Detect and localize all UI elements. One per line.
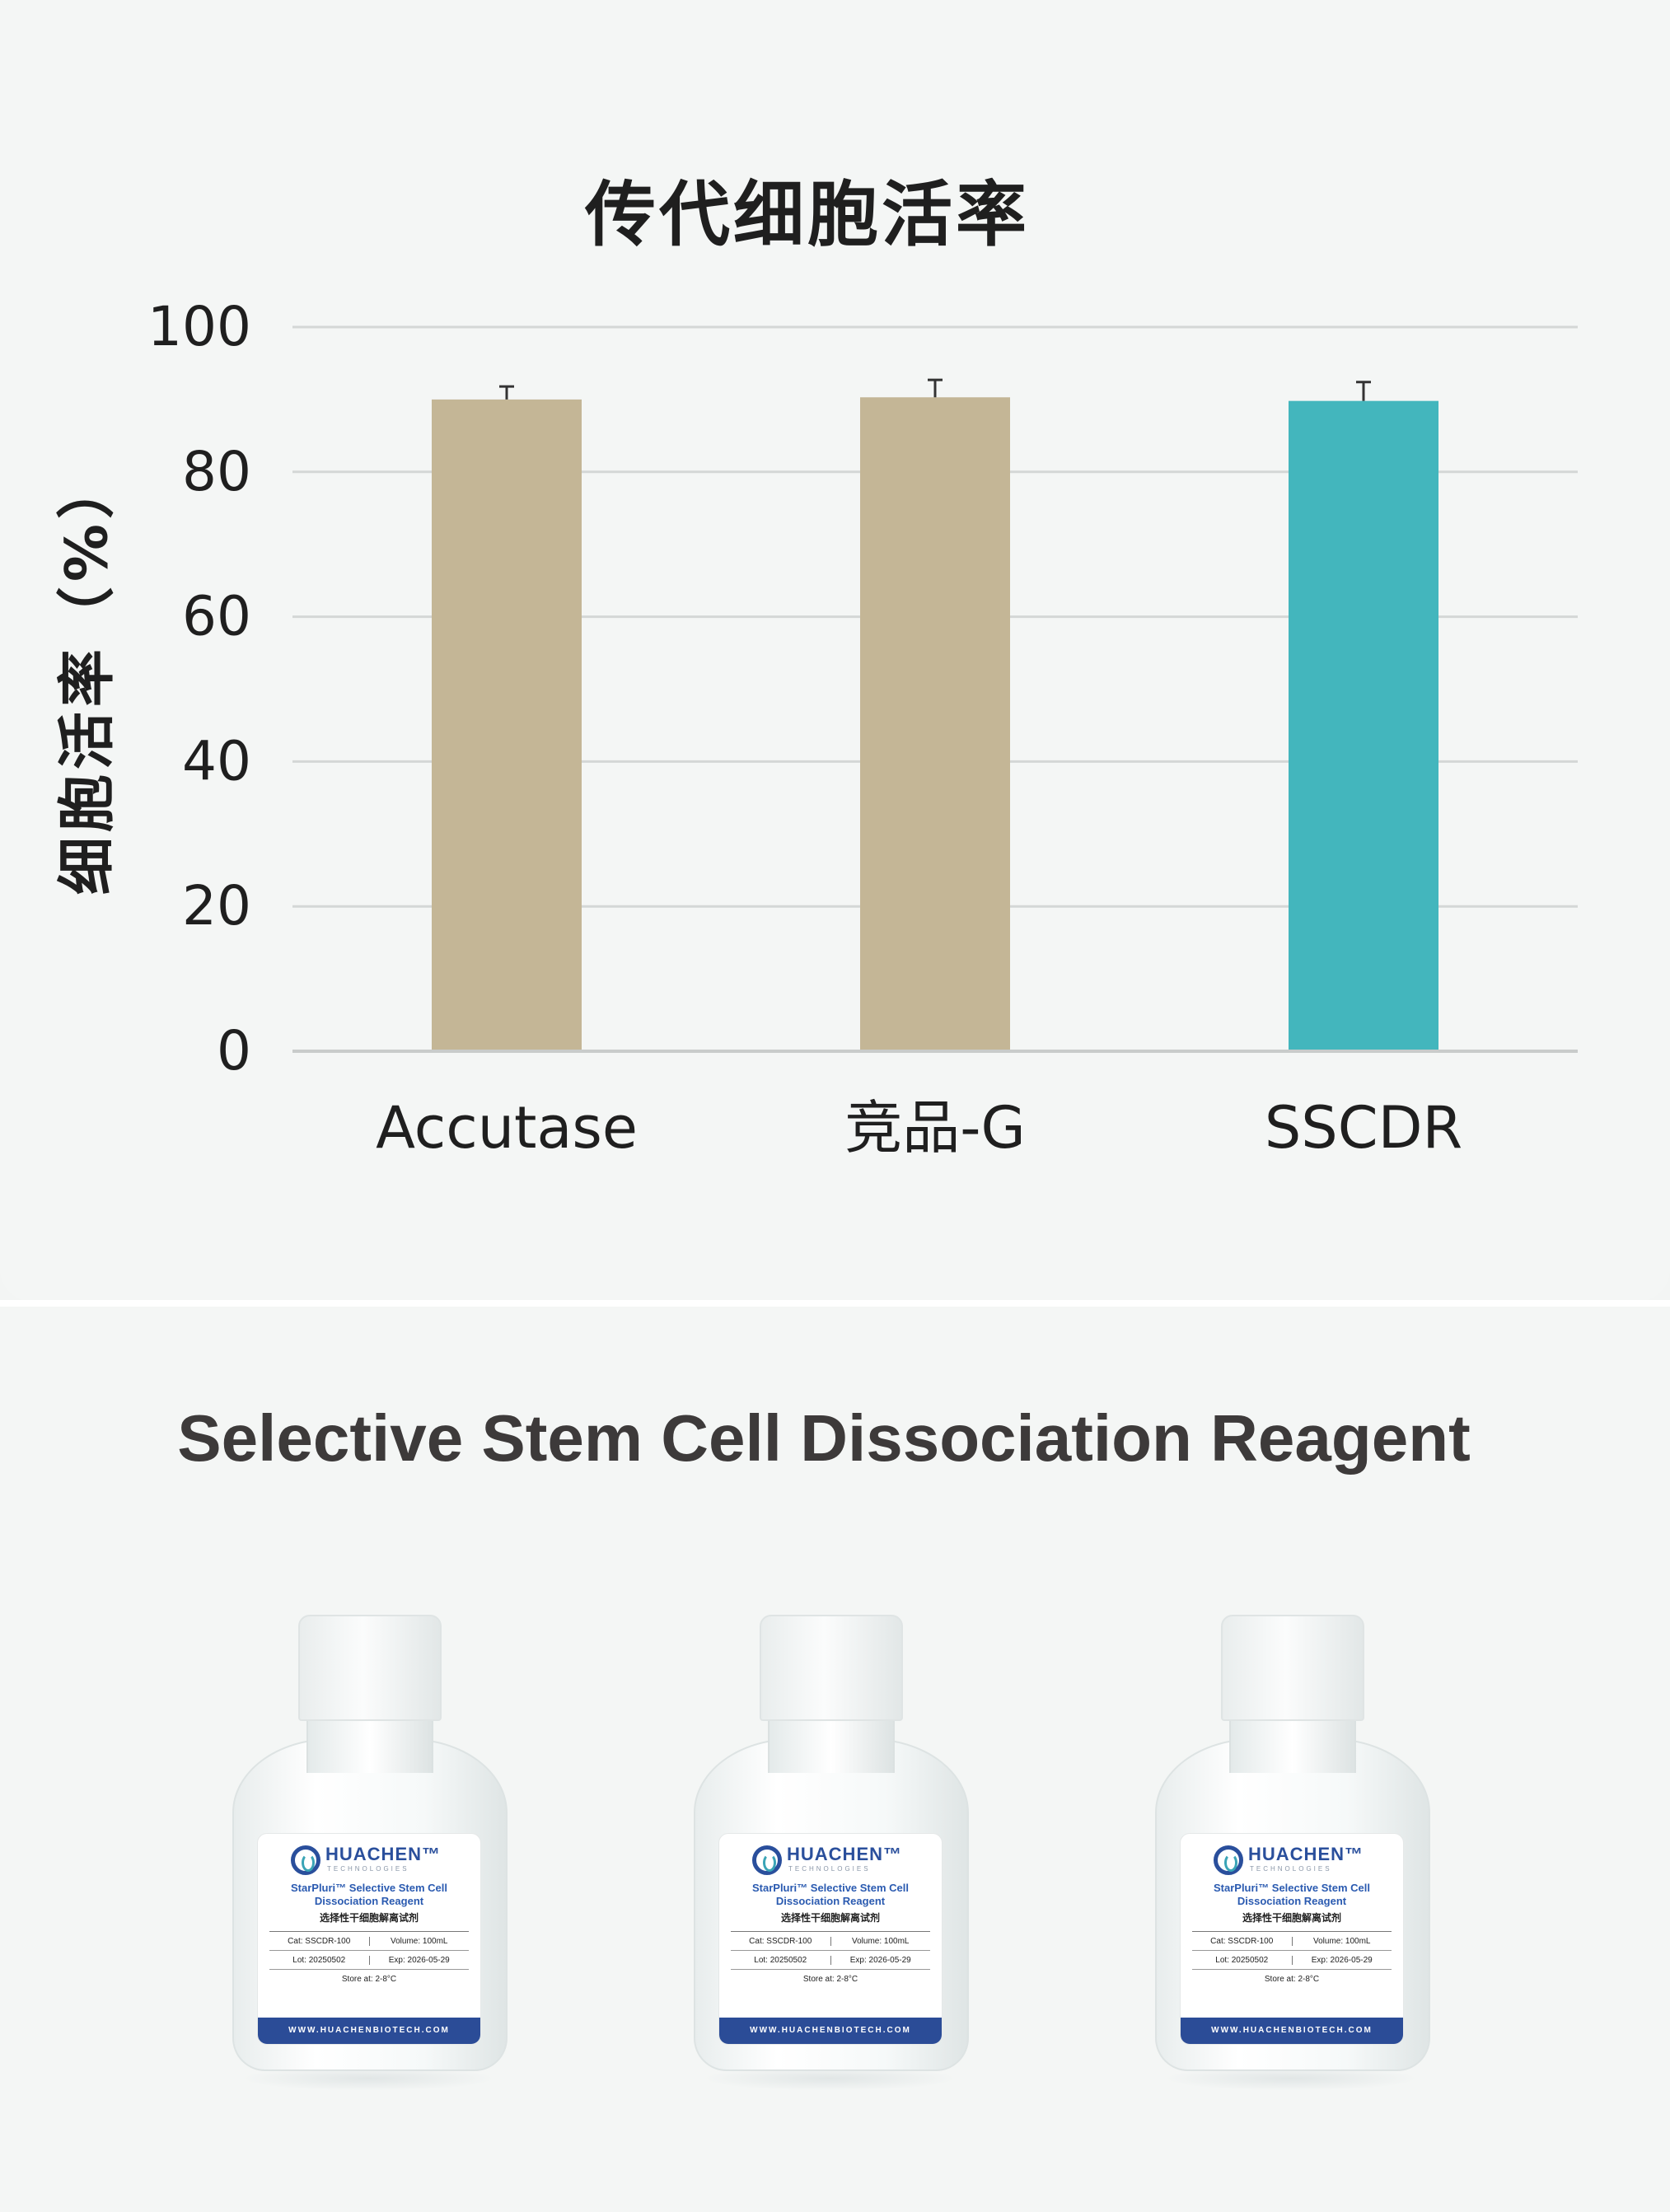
huachen-logo-icon bbox=[291, 1845, 320, 1875]
spec-table: Cat: SSCDR-100 Volume: 100mL Lot: 202505… bbox=[269, 1931, 469, 1970]
product-name-en: StarPluri™ Selective Stem Cell Dissociat… bbox=[290, 1882, 448, 1907]
y-tick-label: 80 bbox=[182, 440, 251, 503]
cat-number: Cat: SSCDR-100 bbox=[1192, 1936, 1293, 1946]
bottle-cap bbox=[760, 1615, 903, 1721]
y-tick-label: 0 bbox=[217, 1019, 251, 1083]
brand-subtitle: TECHNOLOGIES bbox=[327, 1865, 409, 1873]
chart-title: 传代细胞活率 bbox=[585, 174, 1030, 256]
volume: Volume: 100mL bbox=[852, 1936, 910, 1946]
brand-subtitle: TECHNOLOGIES bbox=[788, 1865, 871, 1873]
bottle-label: HUACHEN™ TECHNOLOGIES StarPluri™ Selecti… bbox=[1180, 1833, 1404, 2045]
bottle-neck bbox=[306, 1715, 433, 1773]
bottle-neck bbox=[1229, 1715, 1356, 1773]
product-name-cn: 选择性干细胞解离试剂 bbox=[319, 1912, 419, 1924]
lot-number: Lot: 20250502 bbox=[731, 1955, 831, 1965]
bar-chart: 0 20 40 60 80 100 Accutase 竞品-G SSCDR bbox=[147, 295, 1578, 1162]
brand-name: HUACHEN™ bbox=[787, 1844, 902, 1864]
spec-table: Cat: SSCDR-100 Volume: 100mL Lot: 202505… bbox=[1192, 1931, 1392, 1970]
volume: Volume: 100mL bbox=[391, 1936, 448, 1946]
x-tick-label: Accutase bbox=[376, 1094, 638, 1162]
expiry-date: Exp: 2026-05-29 bbox=[1311, 1955, 1373, 1965]
y-tick-label: 100 bbox=[147, 295, 251, 358]
product-title: Selective Stem Cell Dissociation Reagent bbox=[177, 1401, 1471, 1475]
expiry-date: Exp: 2026-05-29 bbox=[388, 1955, 450, 1965]
storage-info: Store at: 2-8°C bbox=[341, 1975, 397, 1984]
product-name-cn: 选择性干细胞解离试剂 bbox=[1242, 1912, 1341, 1924]
reagent-bottle: HUACHEN™ TECHNOLOGIES StarPluri™ Selecti… bbox=[224, 1615, 512, 2093]
bottle-label: HUACHEN™ TECHNOLOGIES StarPluri™ Selecti… bbox=[718, 1833, 943, 2045]
error-bar-1 bbox=[928, 378, 943, 398]
lot-number: Lot: 20250502 bbox=[1192, 1955, 1293, 1965]
bottle-label: HUACHEN™ TECHNOLOGIES StarPluri™ Selecti… bbox=[257, 1833, 481, 2045]
cat-number: Cat: SSCDR-100 bbox=[731, 1936, 831, 1946]
error-bar-0 bbox=[499, 385, 514, 400]
bottle-cap bbox=[298, 1615, 442, 1721]
bar-2 bbox=[1289, 400, 1438, 1050]
y-tick-label: 40 bbox=[182, 729, 251, 793]
brand-subtitle: TECHNOLOGIES bbox=[1250, 1865, 1332, 1873]
y-tick-labels: 0 20 40 60 80 100 bbox=[147, 295, 251, 1083]
reagent-bottle: HUACHEN™ TECHNOLOGIES StarPluri™ Selecti… bbox=[1147, 1615, 1435, 2093]
website-band: WWW.HUACHENBIOTECH.COM bbox=[1181, 2018, 1403, 2044]
product-name-cn: 选择性干细胞解离试剂 bbox=[780, 1912, 880, 1924]
x-tick-label: SSCDR bbox=[1265, 1094, 1462, 1162]
y-tick-label: 60 bbox=[182, 585, 251, 648]
error-bar-2 bbox=[1356, 381, 1371, 401]
y-tick-label: 20 bbox=[182, 874, 251, 938]
lot-number: Lot: 20250502 bbox=[269, 1955, 370, 1965]
bar-1 bbox=[860, 397, 1010, 1050]
x-tick-labels: Accutase 竞品-G SSCDR bbox=[376, 1094, 1462, 1162]
huachen-logo-icon bbox=[752, 1845, 782, 1875]
brand-name: HUACHEN™ bbox=[1248, 1844, 1364, 1864]
bottle-neck bbox=[768, 1715, 895, 1773]
product-name-en: StarPluri™ Selective Stem Cell Dissociat… bbox=[751, 1882, 910, 1907]
reagent-bottle: HUACHEN™ TECHNOLOGIES StarPluri™ Selecti… bbox=[685, 1615, 974, 2093]
panel-divider bbox=[0, 1300, 1670, 1307]
storage-info: Store at: 2-8°C bbox=[802, 1975, 858, 1984]
website-band: WWW.HUACHENBIOTECH.COM bbox=[258, 2018, 480, 2044]
bar-0 bbox=[432, 399, 582, 1050]
bars bbox=[432, 378, 1438, 1050]
storage-info: Store at: 2-8°C bbox=[1264, 1975, 1320, 1984]
expiry-date: Exp: 2026-05-29 bbox=[849, 1955, 911, 1965]
product-name-en: StarPluri™ Selective Stem Cell Dissociat… bbox=[1213, 1882, 1371, 1907]
cat-number: Cat: SSCDR-100 bbox=[269, 1936, 370, 1946]
volume: Volume: 100mL bbox=[1313, 1936, 1371, 1946]
spec-table: Cat: SSCDR-100 Volume: 100mL Lot: 202505… bbox=[731, 1931, 930, 1970]
x-tick-label: 竞品-G bbox=[844, 1094, 1026, 1162]
bottle-cap bbox=[1221, 1615, 1364, 1721]
website-band: WWW.HUACHENBIOTECH.COM bbox=[719, 2018, 942, 2044]
huachen-logo-icon bbox=[1214, 1845, 1243, 1875]
brand-name: HUACHEN™ bbox=[325, 1844, 441, 1864]
